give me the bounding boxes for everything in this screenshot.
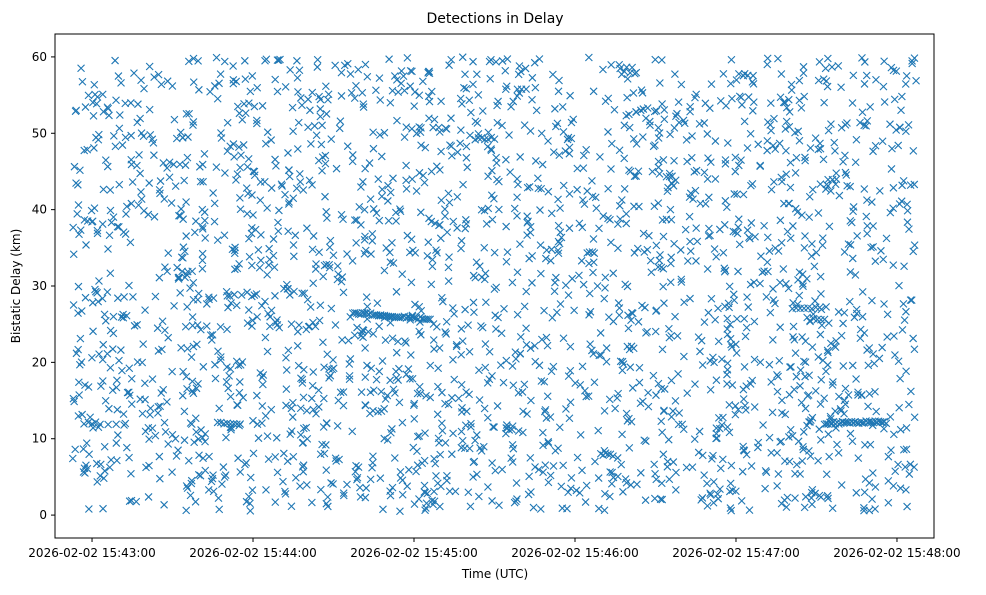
y-tick-label: 0 [39,508,47,522]
x-tick-label: 2026-02-02 15:45:00 [350,546,477,560]
x-tick-label: 2026-02-02 15:48:00 [833,546,960,560]
chart-title: Detections in Delay [426,11,563,27]
y-tick-label: 20 [32,355,47,369]
y-axis-label: Bistatic Delay (km) [9,229,23,344]
x-tick-label: 2026-02-02 15:46:00 [511,546,638,560]
y-tick-label: 30 [32,279,47,293]
x-tick-label: 2026-02-02 15:47:00 [672,546,799,560]
x-tick-label: 2026-02-02 15:44:00 [189,546,316,560]
x-tick-label: 2026-02-02 15:43:00 [28,546,155,560]
y-tick-label: 40 [32,203,47,217]
y-tick-label: 50 [32,126,47,140]
x-axis-label: Time (UTC) [461,567,528,581]
y-tick-label: 60 [32,50,47,64]
y-tick-label: 10 [32,432,47,446]
